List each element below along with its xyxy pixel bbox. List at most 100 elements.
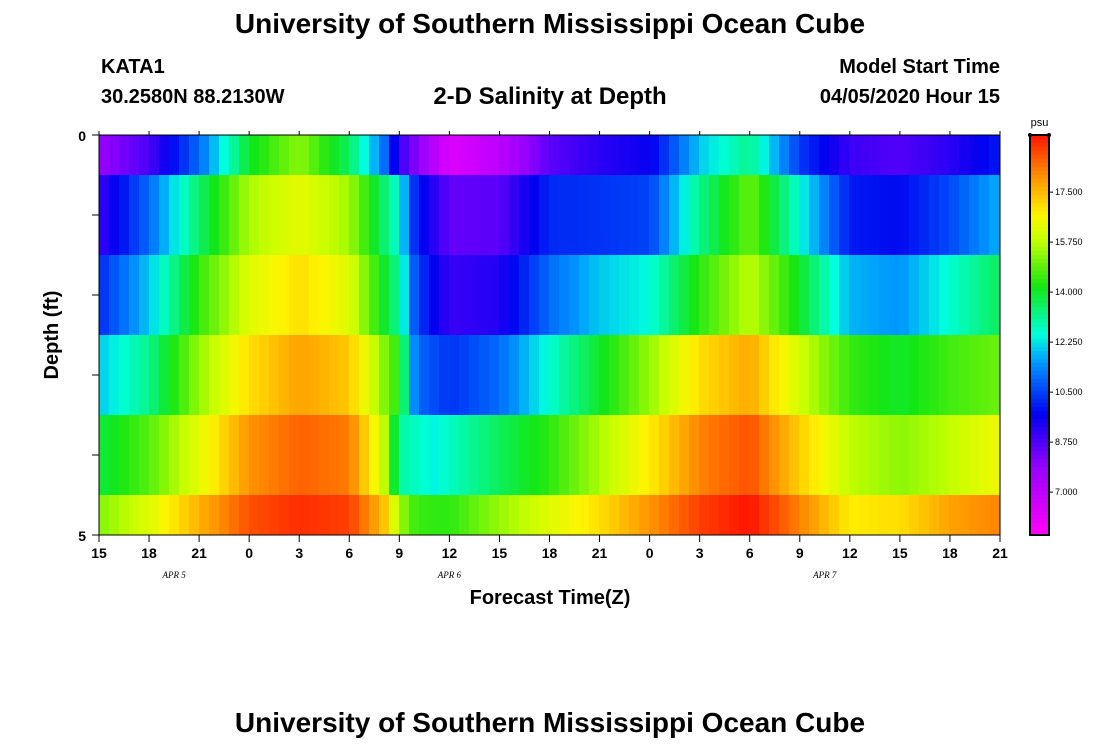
heatmap-cell bbox=[449, 415, 460, 495]
heatmap-cell bbox=[379, 495, 390, 535]
heatmap-cell bbox=[749, 175, 760, 255]
heatmap-cell bbox=[629, 255, 640, 335]
heatmap-cell bbox=[709, 335, 720, 415]
heatmap-cell bbox=[209, 175, 220, 255]
heatmap-cell bbox=[649, 135, 660, 175]
heatmap-cell bbox=[889, 495, 900, 535]
heatmap-cell bbox=[859, 135, 870, 175]
heatmap-cell bbox=[409, 255, 420, 335]
heatmap-cell bbox=[719, 255, 730, 335]
colorbar-segment bbox=[1030, 295, 1049, 300]
colorbar-segment bbox=[1030, 511, 1049, 516]
heatmap-cell bbox=[729, 135, 740, 175]
heatmap-cell bbox=[239, 335, 250, 415]
colorbar-segment bbox=[1030, 471, 1049, 476]
colorbar-segment bbox=[1030, 387, 1049, 392]
heatmap-cell bbox=[489, 175, 500, 255]
heatmap-cell bbox=[669, 495, 680, 535]
heatmap-cell bbox=[769, 335, 780, 415]
colorbar-segment bbox=[1030, 135, 1049, 140]
heatmap-cell bbox=[289, 495, 300, 535]
heatmap-cell bbox=[659, 335, 670, 415]
heatmap-cell bbox=[899, 135, 910, 175]
heatmap-cell bbox=[859, 255, 870, 335]
heatmap-cell bbox=[499, 135, 510, 175]
station-coordinates: 30.2580N 88.2130W bbox=[101, 86, 285, 108]
heatmap-cell bbox=[679, 335, 690, 415]
colorbar-segment bbox=[1030, 215, 1049, 220]
x-axis-label: Forecast Time(Z) bbox=[470, 587, 631, 609]
heatmap-cell bbox=[879, 415, 890, 495]
heatmap-cell bbox=[269, 495, 280, 535]
colorbar-segment bbox=[1030, 139, 1049, 144]
colorbar-segment bbox=[1030, 415, 1049, 420]
colorbar-segment bbox=[1030, 327, 1049, 332]
heatmap-cell bbox=[809, 135, 820, 175]
heatmap-cell bbox=[469, 415, 480, 495]
heatmap-cell bbox=[509, 135, 520, 175]
heatmap-cell bbox=[559, 415, 570, 495]
heatmap-cell bbox=[889, 255, 900, 335]
heatmap-cell bbox=[109, 135, 120, 175]
heatmap-cell bbox=[879, 495, 890, 535]
heatmap-cell bbox=[299, 415, 310, 495]
heatmap-cell bbox=[879, 175, 890, 255]
heatmap-cell bbox=[929, 335, 940, 415]
heatmap-cell bbox=[899, 255, 910, 335]
heatmap-cell bbox=[449, 495, 460, 535]
heatmap-cell bbox=[919, 135, 930, 175]
colorbar-segment bbox=[1030, 227, 1049, 232]
heatmap-cell bbox=[409, 495, 420, 535]
colorbar-segment bbox=[1030, 403, 1049, 408]
heatmap-cell bbox=[849, 495, 860, 535]
x-tick-label: 18 bbox=[942, 545, 958, 561]
heatmap-cell bbox=[659, 415, 670, 495]
heatmap-cell bbox=[509, 495, 520, 535]
heatmap-cell bbox=[99, 335, 110, 415]
heatmap-cell bbox=[129, 135, 140, 175]
heatmap-cell bbox=[539, 255, 550, 335]
heatmap-cell bbox=[829, 415, 840, 495]
colorbar-segment bbox=[1030, 167, 1049, 172]
heatmap-cell bbox=[269, 335, 280, 415]
heatmap-cell bbox=[109, 495, 120, 535]
colorbar-segment bbox=[1030, 243, 1049, 248]
heatmap-cell bbox=[619, 495, 630, 535]
heatmap-cell bbox=[519, 415, 530, 495]
heatmap-cell bbox=[559, 135, 570, 175]
heatmap-cell bbox=[499, 255, 510, 335]
heatmap-cell bbox=[679, 495, 690, 535]
heatmap-cell bbox=[229, 175, 240, 255]
heatmap-cell bbox=[259, 175, 270, 255]
heatmap-cell bbox=[509, 335, 520, 415]
heatmap-cell bbox=[269, 255, 280, 335]
heatmap-cell bbox=[809, 175, 820, 255]
colorbar-segment bbox=[1030, 223, 1049, 228]
heatmap-cell bbox=[349, 415, 360, 495]
heatmap-cell bbox=[159, 255, 170, 335]
heatmap-cell bbox=[799, 495, 810, 535]
heatmap-cell bbox=[829, 135, 840, 175]
heatmap-cell bbox=[189, 335, 200, 415]
colorbar-segment bbox=[1030, 475, 1049, 480]
heatmap-cell bbox=[339, 175, 350, 255]
colorbar-segment bbox=[1030, 311, 1049, 316]
heatmap-cell bbox=[349, 495, 360, 535]
heatmap-cell bbox=[299, 175, 310, 255]
colorbar-segment bbox=[1030, 531, 1049, 536]
heatmap-cell bbox=[859, 495, 870, 535]
heatmap-cell bbox=[169, 495, 180, 535]
heatmap-cell bbox=[889, 175, 900, 255]
heatmap-cell bbox=[519, 255, 530, 335]
heatmap-cell bbox=[919, 335, 930, 415]
heatmap-cell bbox=[109, 415, 120, 495]
colorbar-segment bbox=[1030, 255, 1049, 260]
colorbar-segment bbox=[1030, 191, 1049, 196]
heatmap-cell bbox=[499, 495, 510, 535]
heatmap-cell bbox=[569, 255, 580, 335]
heatmap-cell bbox=[809, 495, 820, 535]
colorbar-segment bbox=[1030, 527, 1049, 532]
heatmap-cell bbox=[149, 495, 160, 535]
colorbar-segment bbox=[1030, 267, 1049, 272]
colorbar-segment bbox=[1030, 303, 1049, 308]
